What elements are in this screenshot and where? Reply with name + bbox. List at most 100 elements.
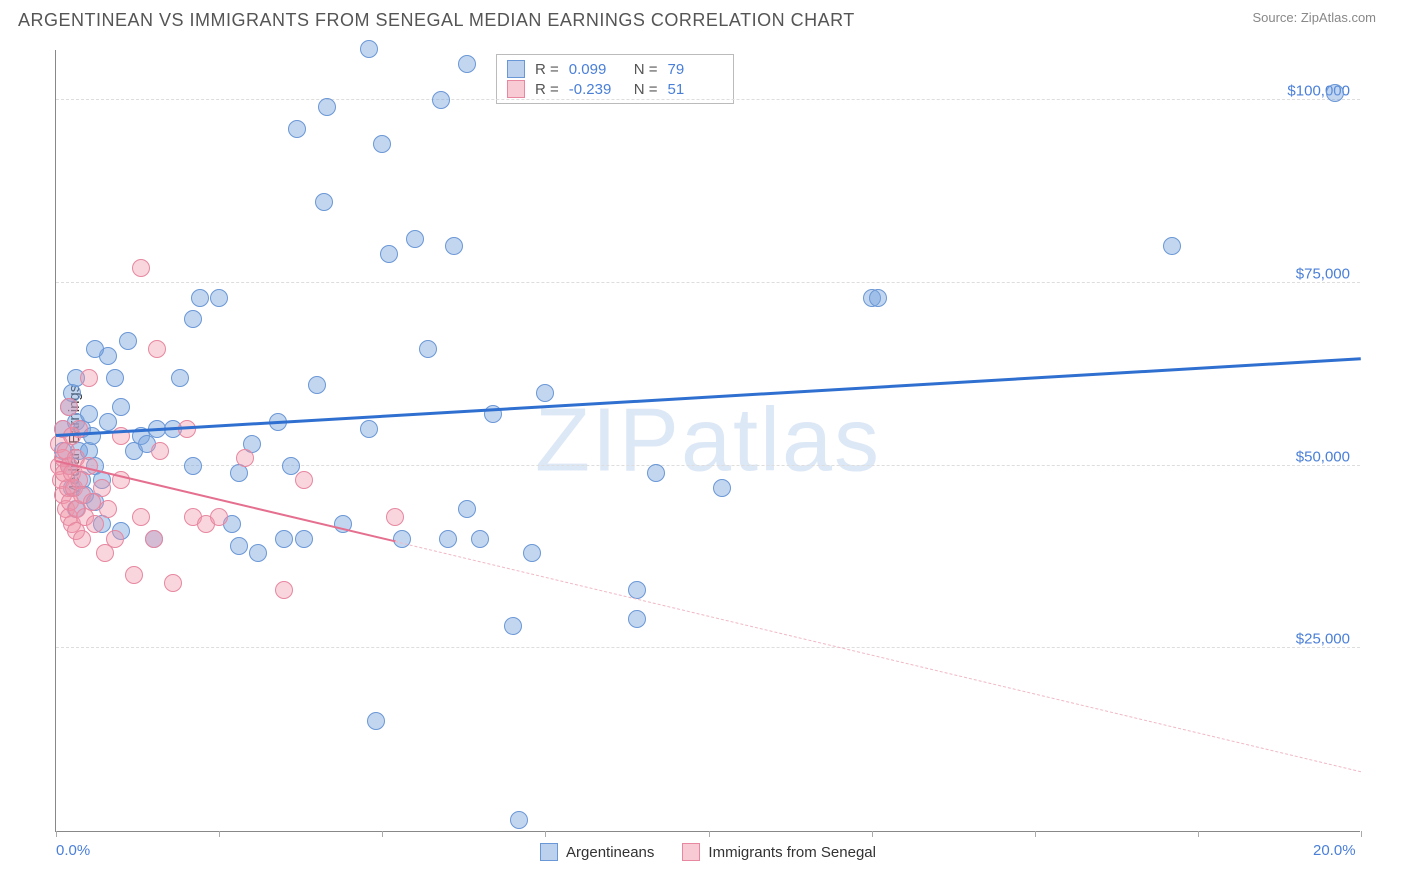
data-point xyxy=(99,500,117,518)
data-point xyxy=(386,508,404,526)
data-point xyxy=(60,398,78,416)
data-point xyxy=(504,617,522,635)
x-axis-label: 20.0% xyxy=(1313,842,1356,859)
data-point xyxy=(86,340,104,358)
data-point xyxy=(230,537,248,555)
chart-title: ARGENTINEAN VS IMMIGRANTS FROM SENEGAL M… xyxy=(18,10,855,31)
x-tick xyxy=(709,831,710,837)
data-point xyxy=(432,91,450,109)
x-tick xyxy=(1035,831,1036,837)
gridline xyxy=(56,465,1360,466)
data-point xyxy=(380,245,398,263)
x-tick xyxy=(382,831,383,837)
data-point xyxy=(112,398,130,416)
data-point xyxy=(295,530,313,548)
data-point xyxy=(132,508,150,526)
data-point xyxy=(647,464,665,482)
data-point xyxy=(148,340,166,358)
legend-label: Immigrants from Senegal xyxy=(708,844,876,861)
data-point xyxy=(132,259,150,277)
data-point xyxy=(125,566,143,584)
stat-n-value: 51 xyxy=(668,81,723,98)
x-tick xyxy=(219,831,220,837)
data-point xyxy=(536,384,554,402)
data-point xyxy=(119,332,137,350)
x-axis-label: 0.0% xyxy=(56,842,90,859)
data-point xyxy=(73,530,91,548)
stats-row: R = 0.099 N = 79 xyxy=(507,59,723,79)
stat-r-label: R = xyxy=(535,81,559,98)
swatch-icon xyxy=(540,843,558,861)
legend-item: Argentineans xyxy=(540,843,654,861)
stats-row: R = -0.239 N = 51 xyxy=(507,79,723,99)
data-point xyxy=(164,574,182,592)
chart-source: Source: ZipAtlas.com xyxy=(1252,10,1376,25)
trend-line xyxy=(395,541,1361,772)
swatch-icon xyxy=(682,843,700,861)
data-point xyxy=(360,40,378,58)
data-point xyxy=(151,442,169,460)
series-legend: Argentineans Immigrants from Senegal xyxy=(540,843,876,861)
correlation-stats-box: R = 0.099 N = 79 R = -0.239 N = 51 xyxy=(496,54,734,104)
y-tick-label: $75,000 xyxy=(1296,265,1350,282)
data-point xyxy=(523,544,541,562)
stat-r-value: 0.099 xyxy=(569,61,624,78)
x-tick xyxy=(545,831,546,837)
data-point xyxy=(210,508,228,526)
data-point xyxy=(367,712,385,730)
stat-r-value: -0.239 xyxy=(569,81,624,98)
data-point xyxy=(93,479,111,497)
data-point xyxy=(1326,84,1344,102)
y-tick-label: $50,000 xyxy=(1296,448,1350,465)
data-point xyxy=(106,369,124,387)
gridline xyxy=(56,282,1360,283)
data-point xyxy=(106,530,124,548)
swatch-icon xyxy=(507,60,525,78)
data-point xyxy=(1163,237,1181,255)
data-point xyxy=(406,230,424,248)
data-point xyxy=(445,237,463,255)
data-point xyxy=(249,544,267,562)
data-point xyxy=(295,471,313,489)
scatter-chart: Median Earnings ZIPatlas R = 0.099 N = 7… xyxy=(55,50,1360,832)
gridline xyxy=(56,647,1360,648)
data-point xyxy=(713,479,731,497)
data-point xyxy=(458,500,476,518)
data-point xyxy=(275,581,293,599)
data-point xyxy=(458,55,476,73)
stat-n-label: N = xyxy=(634,61,658,78)
y-tick-label: $25,000 xyxy=(1296,631,1350,648)
chart-header: ARGENTINEAN VS IMMIGRANTS FROM SENEGAL M… xyxy=(0,0,1406,31)
data-point xyxy=(510,811,528,829)
data-point xyxy=(628,610,646,628)
data-point xyxy=(184,310,202,328)
stat-n-value: 79 xyxy=(668,61,723,78)
data-point xyxy=(318,98,336,116)
data-point xyxy=(282,457,300,475)
data-point xyxy=(210,289,228,307)
data-point xyxy=(373,135,391,153)
data-point xyxy=(315,193,333,211)
x-tick xyxy=(1198,831,1199,837)
data-point xyxy=(191,289,209,307)
data-point xyxy=(308,376,326,394)
data-point xyxy=(184,457,202,475)
data-point xyxy=(236,449,254,467)
trend-line xyxy=(56,357,1361,436)
data-point xyxy=(419,340,437,358)
stat-n-label: N = xyxy=(634,81,658,98)
data-point xyxy=(288,120,306,138)
x-tick xyxy=(56,831,57,837)
x-tick xyxy=(872,831,873,837)
gridline xyxy=(56,99,1360,100)
data-point xyxy=(471,530,489,548)
legend-label: Argentineans xyxy=(566,844,654,861)
swatch-icon xyxy=(507,80,525,98)
data-point xyxy=(360,420,378,438)
legend-item: Immigrants from Senegal xyxy=(682,843,876,861)
data-point xyxy=(99,413,117,431)
data-point xyxy=(275,530,293,548)
data-point xyxy=(145,530,163,548)
data-point xyxy=(869,289,887,307)
x-tick xyxy=(1361,831,1362,837)
